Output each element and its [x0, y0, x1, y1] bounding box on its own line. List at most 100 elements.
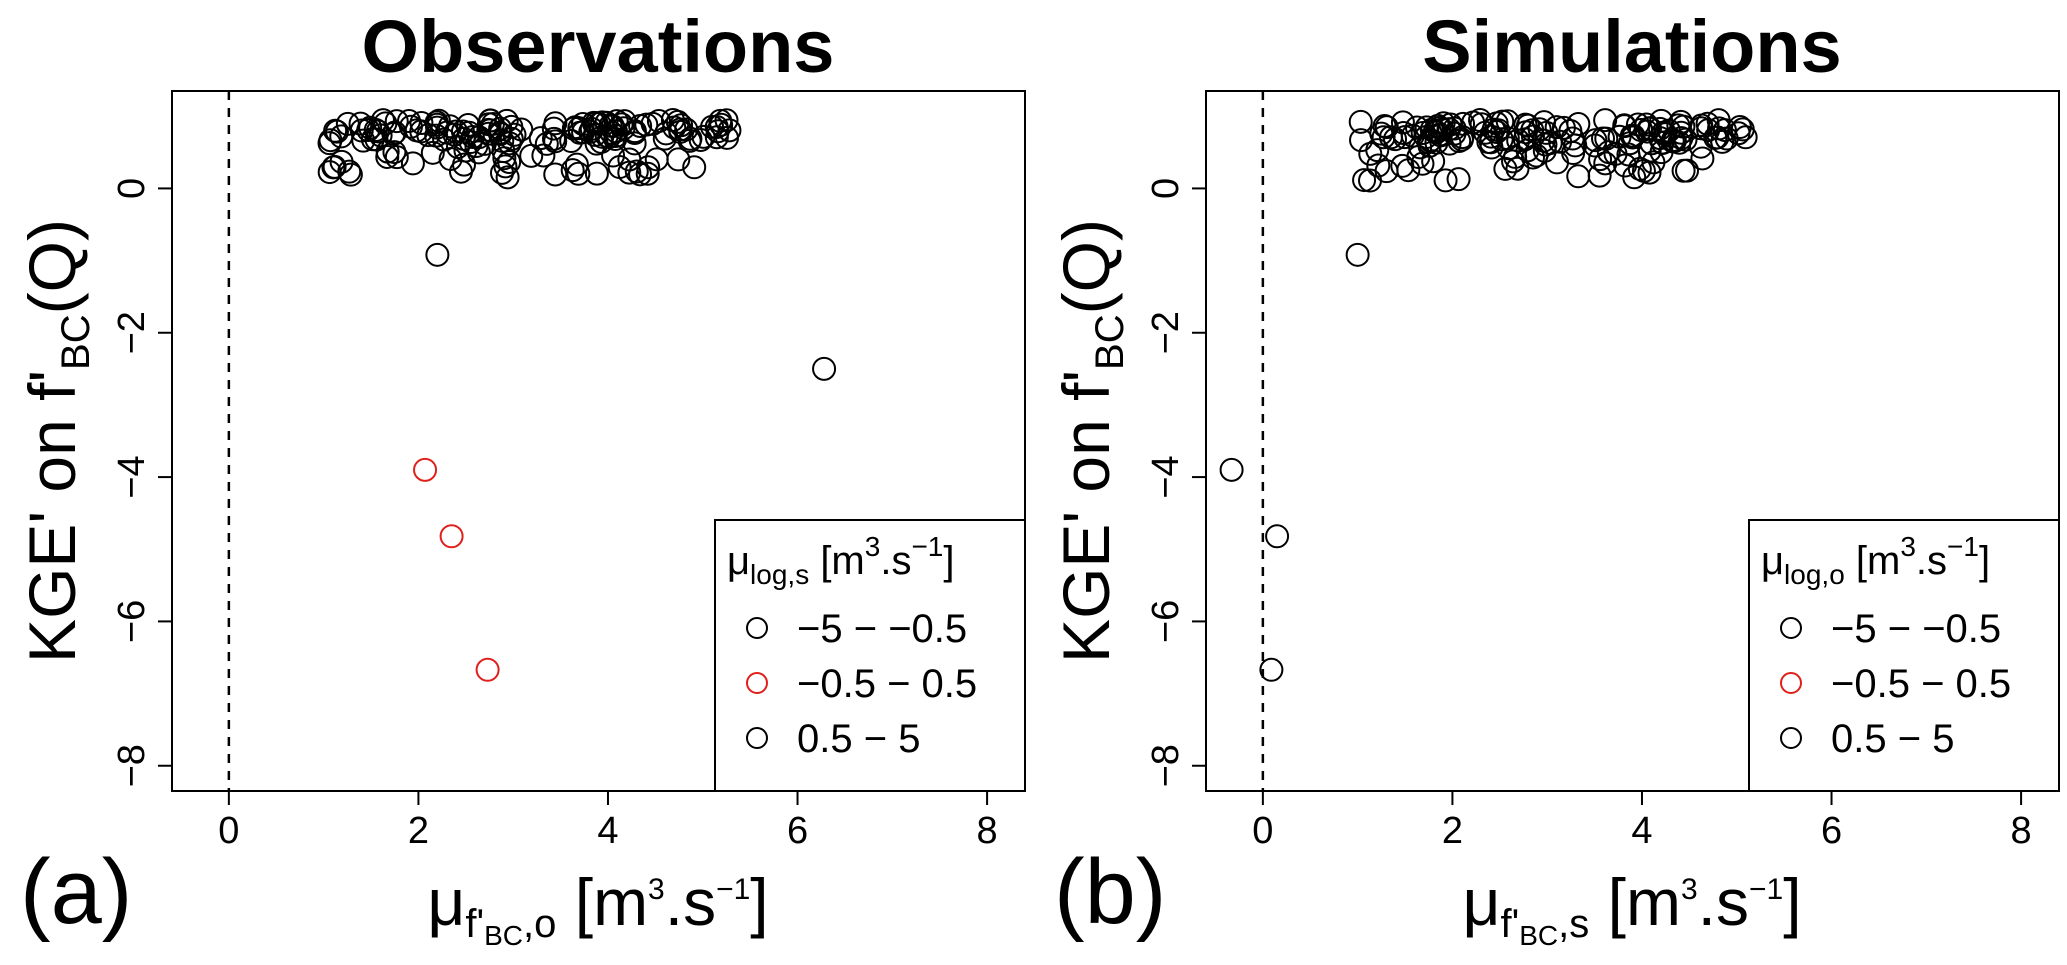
y-tick-label: −4: [111, 455, 153, 498]
data-point: [1641, 150, 1666, 175]
data-point: [1532, 110, 1557, 135]
legend-marker-3: [746, 727, 768, 749]
legend-title-sub: log,o: [1784, 559, 1845, 590]
legend-title-unit-mid: .s: [880, 539, 911, 583]
data-point: [682, 155, 707, 180]
x-label-sub-a: f': [465, 902, 484, 946]
data-point: [375, 144, 400, 169]
data-point: [432, 127, 457, 152]
data-point: [1593, 151, 1618, 176]
x-label-unit-post: ]: [750, 865, 768, 939]
data-point: [495, 165, 520, 190]
x-tick-label: 2: [1442, 810, 1463, 852]
data-point: [1438, 112, 1463, 137]
data-point: [1442, 116, 1467, 141]
x-axis-label: μf'BC,o [m3.s−1]: [427, 865, 768, 951]
y-tick-label: −2: [111, 311, 153, 354]
x-label-unit-mid: .s: [665, 865, 716, 939]
data-point: [1366, 153, 1391, 178]
data-point: [714, 108, 739, 133]
legend-entry-3: 0.5 − 5: [797, 717, 920, 761]
y-tick-label: 0: [1145, 178, 1187, 199]
data-point: [564, 152, 589, 177]
outlier-point: [1219, 457, 1244, 482]
x-tick-label: 6: [787, 810, 808, 852]
x-label-sub-a: f': [1501, 902, 1520, 946]
data-point: [559, 129, 584, 154]
legend-title-sup1: 3: [1900, 531, 1916, 562]
legend: μlog,o [m3.s−1] −5 − −0.5 −0.5 − 0.5 0.5…: [1748, 519, 2060, 792]
data-point: [1348, 109, 1373, 134]
data-point: [1634, 119, 1659, 144]
data-point: [1588, 147, 1613, 172]
outlier-point: [812, 356, 837, 381]
data-point: [567, 116, 592, 141]
legend-title-unit-pre: [m: [1845, 539, 1901, 583]
data-point: [1675, 158, 1700, 183]
legend-title-unit-post: ]: [1979, 539, 1990, 583]
x-label-sup2: −1: [716, 873, 750, 906]
data-point: [364, 127, 389, 152]
y-label-sub: BC: [1088, 314, 1132, 370]
data-point: [1352, 168, 1377, 193]
data-point: [1424, 120, 1449, 145]
legend-entry-3: 0.5 − 5: [1831, 717, 1954, 761]
legend-entry-2: −0.5 − 0.5: [797, 662, 977, 706]
data-point: [1566, 164, 1591, 189]
plot-frame: [171, 90, 1026, 792]
x-label-sup1: 3: [648, 873, 665, 906]
data-point: [457, 120, 482, 145]
data-point: [717, 118, 742, 143]
y-label-main: KGE' on f': [15, 370, 89, 663]
x-label-unit-pre: [m: [556, 865, 648, 939]
data-point: [644, 147, 669, 172]
data-point: [1521, 145, 1546, 170]
outlier-point: [1265, 524, 1290, 549]
legend-title-sub: log,s: [750, 559, 809, 590]
x-tick-label: 4: [597, 810, 618, 852]
x-label-sub-c: ,s: [1558, 902, 1589, 946]
x-label-unit-mid: .s: [1698, 865, 1749, 939]
y-label-post: (Q): [15, 219, 89, 314]
x-tick-label: 0: [218, 810, 239, 852]
data-point: [604, 109, 629, 134]
legend-title-unit-mid: .s: [1916, 539, 1947, 583]
x-tick-label: 8: [2011, 810, 2032, 852]
legend-box: [1748, 519, 2060, 792]
data-point: [1390, 153, 1415, 178]
legend-title-unit-post: ]: [943, 539, 954, 583]
legend-title-sup1: 3: [865, 531, 881, 562]
x-label-sup2: −1: [1749, 873, 1783, 906]
data-point: [1690, 146, 1715, 171]
data-point: [1505, 156, 1530, 181]
data-point: [329, 149, 354, 174]
data-point: [534, 131, 559, 156]
y-axis-label: KGE' on f'BC(Q): [1049, 219, 1132, 663]
legend-marker-2: [746, 672, 768, 694]
data-point: [617, 147, 642, 172]
x-label-sub-b: BC: [1519, 920, 1558, 951]
data-point: [1707, 116, 1732, 141]
data-point: [677, 128, 702, 153]
data-point: [662, 115, 687, 140]
x-label-mu: μ: [427, 865, 465, 939]
data-point: [449, 159, 474, 184]
data-point: [528, 126, 553, 151]
x-label-unit-pre: [m: [1589, 865, 1681, 939]
data-point: [1495, 109, 1520, 134]
data-point: [451, 126, 476, 151]
y-axis-label: KGE' on f'BC(Q): [15, 219, 98, 663]
data-point: [384, 109, 409, 134]
x-label-sub-c: ,o: [523, 902, 556, 946]
legend: μlog,s [m3.s−1] −5 − −0.5 −0.5 − 0.5 0.5…: [714, 519, 1026, 792]
data-point: [384, 145, 409, 170]
data-point: [1548, 129, 1573, 154]
data-point: [584, 161, 609, 186]
data-point: [365, 119, 390, 144]
legend-marker-1: [1780, 617, 1802, 639]
data-point: [1524, 143, 1549, 168]
data-point: [1625, 112, 1650, 137]
x-axis: 0 2 4 6 8: [218, 791, 998, 852]
x-label-sub-b: BC: [484, 920, 523, 951]
legend-title-sup2: −1: [911, 531, 943, 562]
